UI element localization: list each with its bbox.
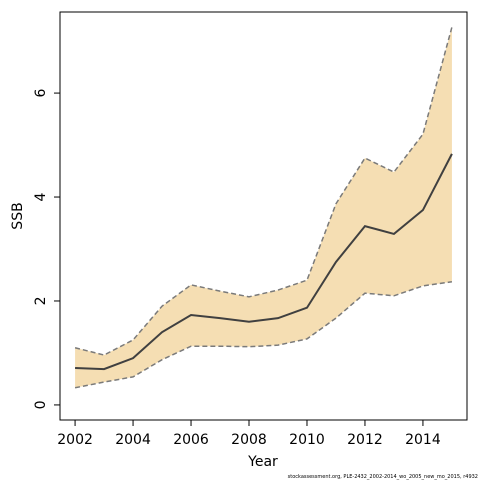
upper-bound [74, 26, 453, 356]
ssb-line [75, 153, 453, 371]
x-tick-label: 2006 [173, 432, 209, 448]
x-tick-label: 2012 [347, 432, 383, 448]
confidence-band [75, 27, 452, 388]
y-tick-label: 0 [33, 400, 49, 409]
footnote: stockassessment.org, PLE-2432_2002-2014_… [288, 474, 478, 480]
x-tick-label: 2008 [231, 432, 267, 448]
x-tick-label: 2010 [289, 432, 325, 448]
y-tick-label: 2 [33, 297, 49, 306]
y-tick-label: 6 [33, 89, 49, 98]
y-tick-label: 4 [33, 192, 49, 201]
x-tick-label: 2004 [115, 432, 151, 448]
lower-bound [74, 281, 453, 389]
y-axis-label: SSB [10, 202, 26, 229]
x-tick-label: 2002 [57, 432, 93, 448]
x-axis-label: Year [247, 454, 278, 470]
plot-frame [59, 11, 468, 421]
x-tick-label: 2014 [405, 432, 441, 448]
